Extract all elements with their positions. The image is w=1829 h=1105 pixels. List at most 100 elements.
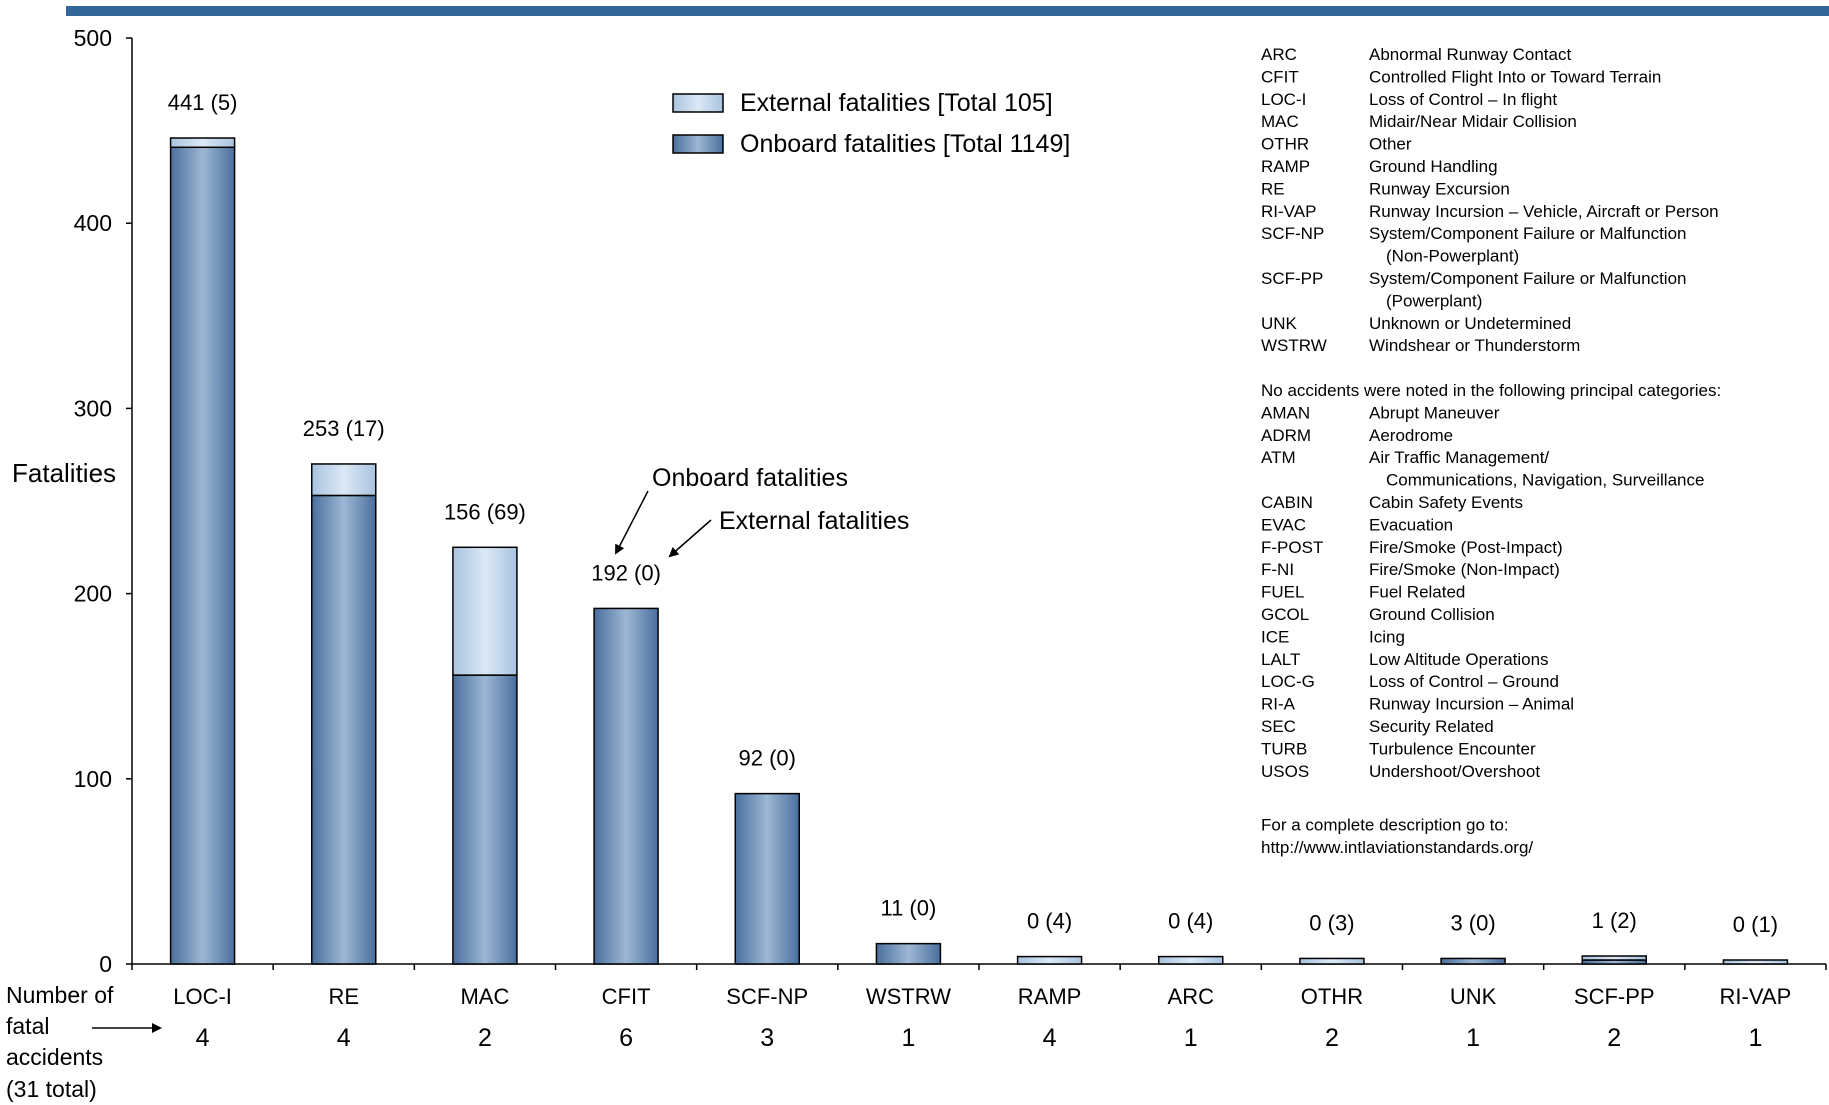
y-tick-label: 400: [74, 210, 112, 236]
fatal-accident-count: 2: [1325, 1024, 1339, 1052]
bar-data-label: 0 (3): [1309, 910, 1354, 935]
glossary-code: ADRM: [1261, 426, 1311, 445]
glossary-no-accidents-heading: No accidents were noted in the following…: [1261, 381, 1721, 400]
bar-external: [1016, 955, 1083, 965]
fatal-accident-count: 1: [901, 1024, 915, 1052]
callout-external-arrow: [668, 519, 712, 558]
header-accent-bar: [66, 6, 1829, 16]
y-axis-title: Fatalities: [12, 458, 116, 488]
glossary-code: F-NI: [1261, 560, 1294, 579]
glossary-description: Undershoot/Overshoot: [1369, 762, 1540, 781]
bar-data-label: 0 (4): [1027, 909, 1072, 934]
glossary-description: Runway Incursion – Animal: [1369, 695, 1574, 714]
bar-data-label: 1 (2): [1592, 908, 1637, 933]
legend-label-onboard: Onboard fatalities [Total 1149]: [740, 130, 1070, 158]
glossary-code: TURB: [1261, 739, 1307, 758]
glossary-description: Unknown or Undetermined: [1369, 314, 1571, 333]
bar-onboard: [169, 146, 236, 965]
bar-data-label: 192 (0): [591, 560, 661, 585]
fatal-accidents-label-line-3: accidents: [6, 1044, 103, 1070]
category-glossary: ARC Abnormal Runway Contact CFIT Controlled…: [1261, 45, 1721, 857]
bar-data-label: 253 (17): [303, 416, 385, 441]
y-tick-label: 500: [74, 25, 112, 51]
bar-onboard: [452, 674, 518, 965]
category-label: SCF-PP: [1574, 984, 1655, 1009]
category-label: WSTRW: [866, 984, 951, 1009]
glossary-description: Runway Excursion: [1369, 179, 1510, 198]
category-label: RI-VAP: [1720, 984, 1792, 1009]
category-label: ARC: [1168, 984, 1215, 1009]
category-label: SCF-NP: [726, 984, 808, 1009]
category-label: RE: [328, 984, 359, 1009]
bar-onboard: [311, 494, 377, 965]
fatal-accidents-label: Number of fatal accidents (31 total): [6, 982, 162, 1102]
glossary-description: Abnormal Runway Contact: [1369, 45, 1571, 64]
bar-external: [311, 463, 377, 497]
glossary-description: Loss of Control – Ground: [1369, 672, 1559, 691]
glossary-code: EVAC: [1261, 515, 1306, 534]
glossary-code: USOS: [1261, 762, 1309, 781]
glossary-code: SCF-NP: [1261, 224, 1324, 243]
glossary-code: ICE: [1261, 627, 1289, 646]
bar-data-label: 441 (5): [168, 90, 238, 115]
callout-onboard-text: Onboard fatalities: [652, 464, 848, 492]
fatal-accident-count: 4: [196, 1024, 210, 1052]
glossary-code: SEC: [1261, 717, 1296, 736]
glossary-code: LALT: [1261, 650, 1300, 669]
glossary-code: RE: [1261, 179, 1285, 198]
glossary-description: Runway Incursion – Vehicle, Aircraft or …: [1369, 202, 1719, 221]
bar-data-label: 92 (0): [739, 746, 796, 771]
bar-onboard: [875, 942, 942, 965]
glossary-description: Air Traffic Management/: [1369, 448, 1549, 467]
glossary-code: RAMP: [1261, 157, 1310, 176]
bar-onboard: [734, 792, 800, 965]
category-label: OTHR: [1301, 984, 1363, 1009]
glossary-description: Aerodrome: [1369, 426, 1453, 445]
glossary-description: Controlled Flight Into or Toward Terrain: [1369, 67, 1661, 86]
fatal-accident-count: 2: [1607, 1024, 1621, 1052]
glossary-description: System/Component Failure or Malfunction: [1369, 224, 1686, 243]
y-tick-label: 0: [99, 951, 112, 977]
fatal-accident-count: 2: [478, 1024, 492, 1052]
fatal-accident-count: 3: [760, 1024, 774, 1052]
fatal-accidents-label-line-4: (31 total): [6, 1076, 97, 1102]
bar-data-label: 11 (0): [880, 896, 936, 921]
glossary-description: Icing: [1369, 627, 1405, 646]
glossary-code: ARC: [1261, 45, 1297, 64]
glossary-description: Security Related: [1369, 717, 1494, 736]
category-label: MAC: [460, 984, 509, 1009]
glossary-description: (Non-Powerplant): [1386, 247, 1519, 266]
fatal-accident-count: 1: [1748, 1024, 1762, 1052]
fatal-accident-count: 6: [619, 1024, 633, 1052]
glossary-description: Fire/Smoke (Post-Impact): [1369, 538, 1563, 557]
fatal-accident-count: 4: [337, 1024, 351, 1052]
glossary-description: Midair/Near Midair Collision: [1369, 112, 1577, 131]
glossary-description: Other: [1369, 135, 1412, 154]
glossary-description: Communications, Navigation, Surveillance: [1386, 471, 1704, 490]
legend-label-external: External fatalities [Total 105]: [740, 89, 1053, 117]
category-label: CFIT: [602, 984, 651, 1009]
glossary-code: AMAN: [1261, 403, 1310, 422]
bar-onboard: [593, 607, 659, 965]
bar-external: [169, 137, 236, 149]
category-label: RAMP: [1018, 984, 1082, 1009]
glossary-code: FUEL: [1261, 583, 1304, 602]
glossary-description: Ground Collision: [1369, 605, 1495, 624]
glossary-code: LOC-G: [1261, 672, 1315, 691]
bar-data-label: 0 (1): [1733, 912, 1778, 937]
glossary-code: RI-VAP: [1261, 202, 1316, 221]
glossary-code: ATM: [1261, 448, 1296, 467]
bar-data-label: 156 (69): [444, 499, 526, 524]
legend: External fatalities [Total 105] Onboard …: [672, 89, 1070, 158]
glossary-code: LOC-I: [1261, 90, 1306, 109]
bar-data-label: 0 (4): [1168, 909, 1213, 934]
bar-external: [452, 546, 518, 676]
glossary-code: OTHR: [1261, 135, 1309, 154]
y-tick-label: 200: [74, 581, 112, 607]
glossary-description: Fire/Smoke (Non-Impact): [1369, 560, 1560, 579]
bar-external: [1299, 957, 1365, 965]
bar-external: [1158, 955, 1224, 965]
category-label: LOC-I: [173, 984, 232, 1009]
bar-external: [1581, 955, 1647, 961]
